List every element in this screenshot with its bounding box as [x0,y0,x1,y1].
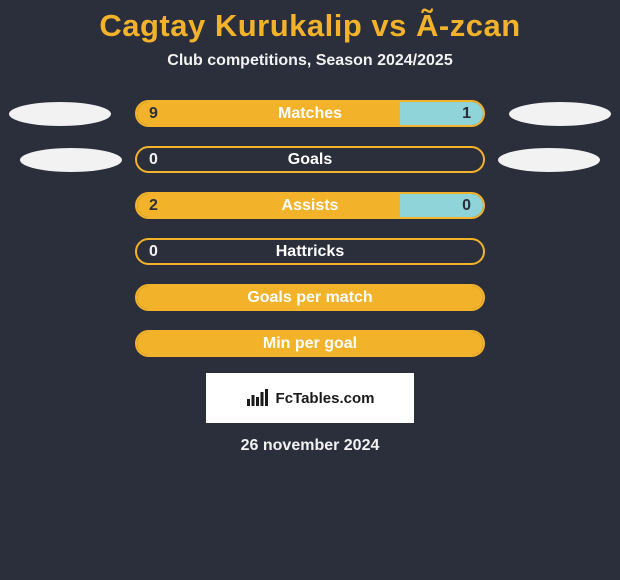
stat-label: Matches [137,105,483,123]
player-left-marker [20,148,122,172]
stat-row: Goals0 [0,146,620,173]
page-title: Cagtay Kurukalip vs Ã-zcan [99,8,520,44]
footer-brand-box: FcTables.com [206,373,414,423]
stat-value-right: 1 [462,105,471,123]
player-right-marker [509,102,611,126]
date-text: 26 november 2024 [241,437,380,455]
stat-bar: Goals0 [135,146,485,173]
stat-value-left: 2 [149,197,158,215]
stats-rows: Matches91Goals0Assists20Hattricks0Goals … [0,100,620,357]
stat-bar: Goals per match [135,284,485,311]
stat-row: Hattricks0 [0,238,620,265]
stat-label: Goals [137,151,483,169]
stat-label: Assists [137,197,483,215]
stat-bar: Assists2 0 [135,192,485,219]
stat-value-right: 0 [462,197,471,215]
stat-value-left: 0 [149,243,158,261]
stat-label: Min per goal [137,335,483,353]
stat-value-left: 0 [149,151,158,169]
stat-label: Hattricks [137,243,483,261]
stat-bar: Matches9 1 [135,100,485,127]
stat-bar: Min per goal [135,330,485,357]
stat-value-left: 9 [149,105,158,123]
player-left-marker [9,102,111,126]
content: Cagtay Kurukalip vs Ã-zcan Club competit… [0,0,620,580]
stat-row: Matches9 1 [0,100,620,127]
footer-brand-text: FcTables.com [276,390,375,407]
stat-row: Goals per match [0,284,620,311]
stat-row: Assists2 0 [0,192,620,219]
stat-label: Goals per match [137,289,483,307]
chart-icon [246,389,270,407]
stat-bar: Hattricks0 [135,238,485,265]
stat-row: Min per goal [0,330,620,357]
subtitle: Club competitions, Season 2024/2025 [167,52,452,70]
player-right-marker [498,148,600,172]
